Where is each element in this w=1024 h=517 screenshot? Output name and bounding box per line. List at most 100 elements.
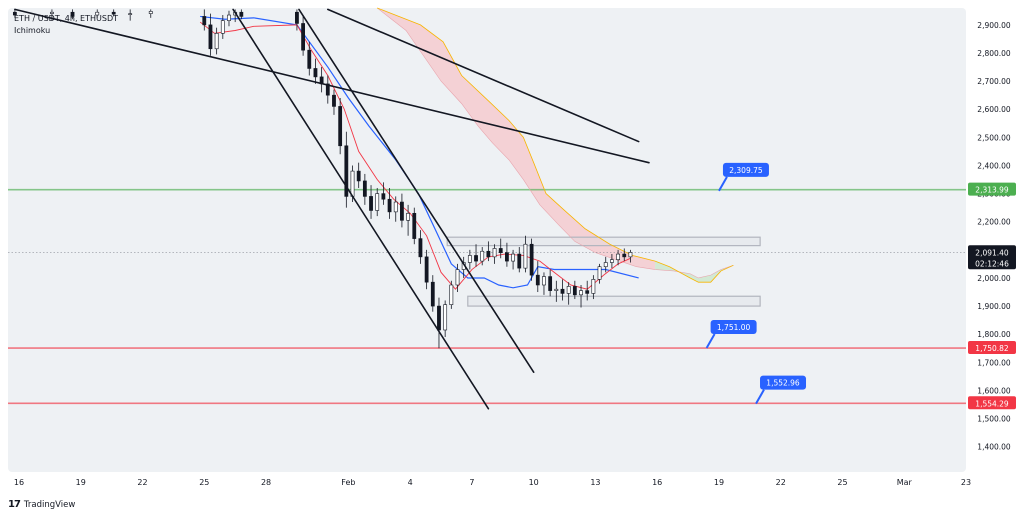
indicator-name[interactable]: Ichimoku bbox=[14, 26, 51, 35]
y-axis-ticks: 1,400.00 1,500.00 1,600.00 1,700.00 1,800.00… bbox=[977, 21, 1011, 452]
level-green-tag bbox=[968, 182, 1016, 196]
candle-body bbox=[393, 201, 398, 213]
y-tick-label: 1,400.00 bbox=[977, 443, 1011, 452]
callout-pointer bbox=[755, 389, 765, 405]
candle-body bbox=[387, 198, 392, 213]
x-tick-label: 4 bbox=[408, 478, 413, 487]
trendline[interactable] bbox=[327, 8, 640, 143]
y-tick-label: 2,400.00 bbox=[977, 161, 1011, 170]
callout-label: 2,309.75 bbox=[729, 166, 763, 175]
candle-body bbox=[325, 83, 330, 96]
ichimoku-lines bbox=[199, 7, 734, 290]
candle-body bbox=[542, 276, 546, 286]
candle-body bbox=[214, 33, 219, 50]
y-tick-label: 2,700.00 bbox=[977, 77, 1011, 86]
lagging-candle-body bbox=[111, 11, 116, 15]
candle-body bbox=[566, 286, 571, 294]
candle-body bbox=[202, 16, 207, 26]
candle-body bbox=[628, 252, 633, 258]
y-tick-label: 2,600.00 bbox=[977, 105, 1011, 114]
horizontal-levels bbox=[8, 188, 966, 405]
callout-box[interactable] bbox=[710, 319, 757, 334]
candle-body bbox=[307, 49, 312, 69]
candle-body bbox=[443, 304, 448, 331]
y-tick-label: 1,500.00 bbox=[977, 415, 1011, 424]
candle-body bbox=[437, 305, 441, 331]
candle-body bbox=[350, 170, 355, 197]
candle-body bbox=[579, 290, 583, 296]
callout-label: 1,751.00 bbox=[717, 323, 751, 332]
trendline[interactable] bbox=[232, 8, 490, 410]
trendline[interactable] bbox=[14, 8, 650, 164]
candle-body bbox=[338, 106, 343, 147]
zone-rectangle[interactable] bbox=[446, 236, 761, 247]
candle-body bbox=[498, 248, 503, 253]
candle-body bbox=[554, 288, 559, 291]
candle-body bbox=[535, 274, 540, 286]
y-tick-label: 1,800.00 bbox=[977, 330, 1011, 339]
y-tick-label: 1,900.00 bbox=[977, 302, 1011, 311]
symbol-title[interactable]: ETH / USDT, 4h, ETHUSDT bbox=[14, 14, 118, 23]
cloud-fill bbox=[655, 261, 734, 283]
candle-body bbox=[560, 288, 565, 294]
ichimoku-cloud bbox=[377, 8, 734, 283]
y-tick-label: 2,200.00 bbox=[977, 218, 1011, 227]
candles bbox=[12, 9, 633, 349]
candle-body bbox=[369, 196, 373, 211]
candle-body bbox=[412, 212, 417, 239]
chart-legend: ETH / USDT, 4h, ETHUSDT Ichimoku bbox=[14, 13, 118, 37]
callout-box[interactable] bbox=[722, 162, 769, 177]
current-price-tag bbox=[968, 245, 1016, 270]
zone-rectangle[interactable] bbox=[467, 295, 761, 307]
candle-body bbox=[295, 11, 299, 24]
level-green-tag-label: 2,313.99 bbox=[975, 186, 1009, 195]
watermark: 17 TradingView bbox=[8, 499, 75, 510]
candle-body bbox=[239, 11, 244, 17]
candle-body bbox=[418, 238, 423, 258]
candle-body bbox=[474, 255, 478, 262]
candle-body bbox=[430, 281, 435, 307]
callout-label: 1,552.96 bbox=[766, 379, 800, 388]
candle-body bbox=[449, 284, 454, 305]
tradingview-logo-icon: 17 bbox=[8, 499, 21, 510]
y-tick-label: 2,900.00 bbox=[977, 21, 1011, 30]
x-axis-ticks: 16 19 22 25 28 Feb 4 7 10 13 16 19 22 25 Mar 23 bbox=[14, 478, 971, 487]
price-axis[interactable] bbox=[966, 8, 1018, 472]
callout-box[interactable] bbox=[760, 375, 807, 390]
countdown-label: 02:12:46 bbox=[975, 259, 1009, 268]
candle-body bbox=[400, 201, 404, 221]
x-tick-label: 25 bbox=[199, 478, 209, 487]
candle-body bbox=[332, 94, 336, 107]
candle-body bbox=[610, 259, 614, 263]
candle-body bbox=[381, 193, 386, 200]
plot-area[interactable] bbox=[8, 8, 966, 472]
support-resistance-zones bbox=[446, 236, 761, 307]
candle-body bbox=[585, 290, 590, 294]
candle-body bbox=[616, 253, 620, 260]
trendlines[interactable] bbox=[14, 8, 650, 410]
x-tick-label: 23 bbox=[961, 478, 971, 487]
candle-body bbox=[523, 243, 528, 269]
candle-body bbox=[220, 20, 225, 34]
x-tick-label: 22 bbox=[137, 478, 147, 487]
x-tick-label: Mar bbox=[897, 478, 913, 487]
candle-body bbox=[455, 269, 460, 286]
candle-body bbox=[622, 253, 627, 258]
lagging-candle-body bbox=[148, 11, 153, 14]
x-tick-label: 25 bbox=[837, 478, 847, 487]
candle-body bbox=[486, 250, 491, 258]
x-tick-label: 16 bbox=[652, 478, 662, 487]
candle-body bbox=[591, 279, 596, 294]
candle-body bbox=[362, 180, 367, 197]
lagging-candle-body bbox=[128, 13, 133, 15]
candle-body bbox=[511, 253, 515, 262]
candle-body bbox=[597, 266, 602, 280]
trendline[interactable] bbox=[298, 8, 535, 373]
level-red-upper-tag-label: 1,750.82 bbox=[975, 344, 1009, 353]
candle-body bbox=[301, 23, 306, 51]
y-tick-label: 2,800.00 bbox=[977, 49, 1011, 58]
y-tick-label: 2,500.00 bbox=[977, 133, 1011, 142]
candle-body bbox=[480, 250, 485, 262]
